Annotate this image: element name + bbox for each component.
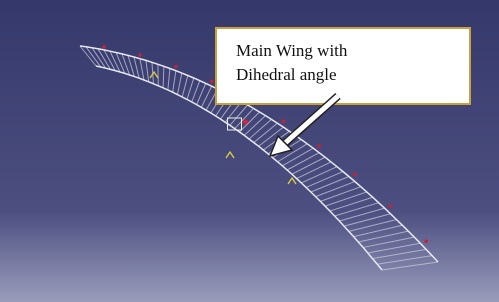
callout: Main Wing with Dihedral angle	[216, 28, 470, 104]
rib-marker	[353, 173, 357, 177]
origin-point	[243, 120, 248, 125]
rib-marker	[174, 65, 178, 69]
rib-marker	[138, 53, 142, 57]
rib-marker	[317, 144, 321, 148]
page: {"callout": {"lines": ["Main Wing with",…	[0, 0, 499, 302]
callout-line: Main Wing with	[236, 41, 348, 60]
callout-line: Dihedral angle	[236, 65, 337, 84]
rib-marker	[389, 204, 393, 208]
rib-marker	[424, 239, 428, 243]
rib-marker	[210, 80, 214, 84]
rib-marker	[102, 45, 106, 49]
cad-viewport: Main Wing with Dihedral angle	[0, 0, 499, 302]
rib-marker	[282, 119, 286, 123]
